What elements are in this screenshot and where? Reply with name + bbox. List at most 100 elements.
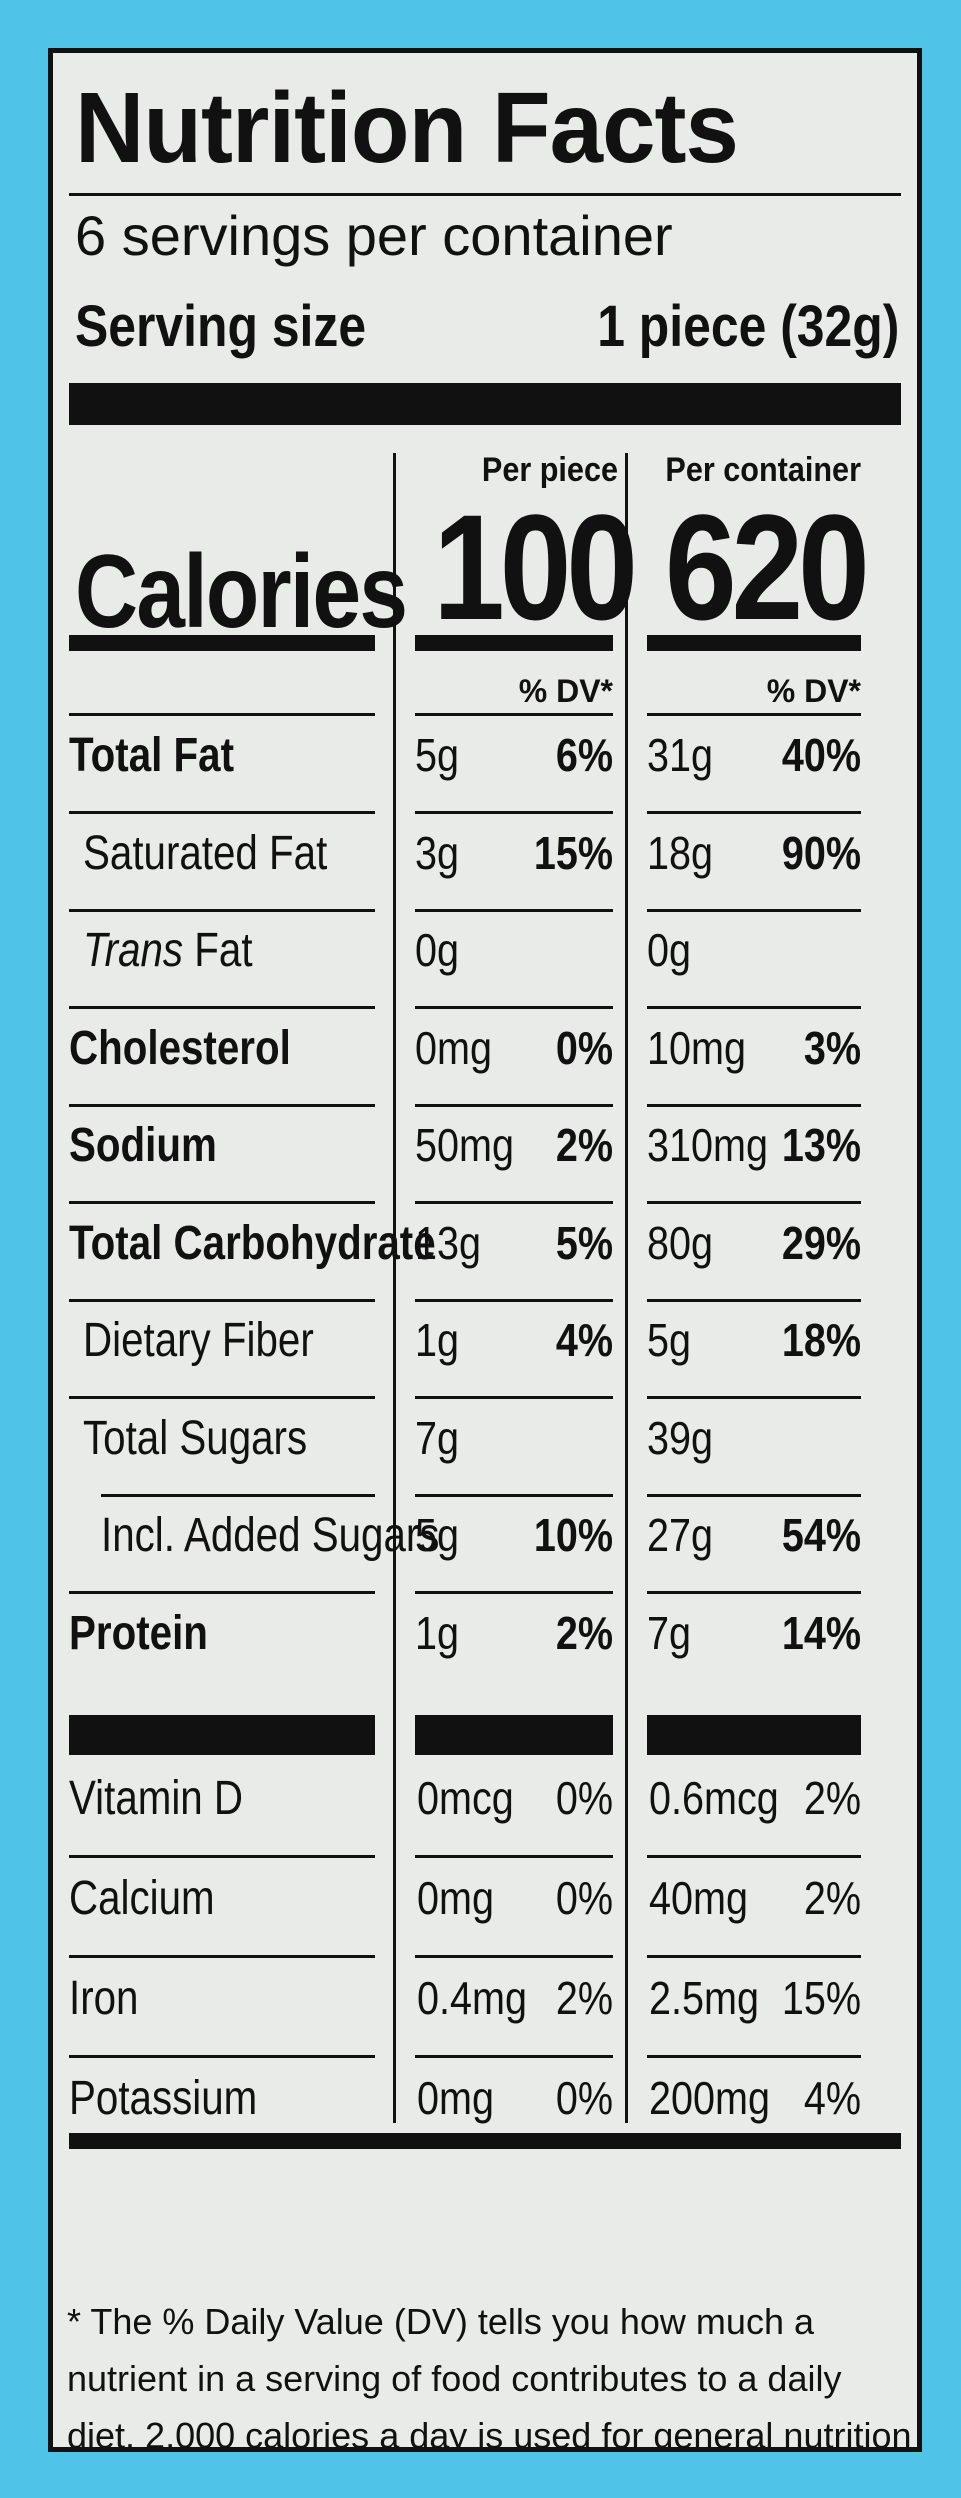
row-divider — [69, 1855, 375, 1858]
row-divider — [647, 1396, 861, 1399]
nutrient-label: Trans Fat — [83, 923, 253, 978]
vitamin-amount-per-piece: 0mcg — [417, 1772, 514, 1824]
vitamin-label: Calcium — [69, 1872, 215, 1925]
vitamin-dv-per-piece: 0% — [555, 1872, 613, 1924]
vitamin-dv-per-container: 4% — [803, 2072, 861, 2124]
dv-per-container: 18% — [781, 1314, 861, 1366]
row-divider — [647, 1201, 861, 1204]
dv-per-piece: 4% — [555, 1314, 613, 1366]
row-divider — [647, 1855, 861, 1858]
row-divider — [415, 1396, 613, 1399]
amount-per-piece: 0mg — [415, 1021, 492, 1074]
row-divider — [69, 1006, 375, 1009]
amount-per-container: 18g — [647, 826, 714, 879]
nutrient-label-rest: Fat — [183, 924, 253, 977]
vitamin-label: Vitamin D — [69, 1772, 244, 1825]
amount-per-container: 0g — [647, 924, 692, 976]
amount-per-piece: 3g — [415, 826, 460, 879]
vitamin-amount-per-piece: 0.4mg — [417, 1972, 527, 2024]
dv-per-container: 90% — [781, 826, 861, 879]
footnote: * The % Daily Value (DV) tells you how m… — [67, 2301, 912, 2452]
vitamin-label: Potassium — [69, 2072, 258, 2125]
nutrient-label-italic: Trans — [83, 924, 184, 977]
vitamin-label: Iron — [69, 1972, 139, 2025]
amount-per-container: 27g — [647, 1509, 714, 1561]
row-divider — [69, 2055, 375, 2058]
dv-per-container: 29% — [781, 1216, 861, 1269]
nutrient-label: Protein — [69, 1606, 208, 1660]
dv-per-piece: 15% — [533, 826, 613, 879]
amount-per-container: 31g — [647, 729, 714, 781]
row-divider — [415, 1298, 613, 1302]
column-separator — [393, 453, 396, 2123]
dv-header-per-container: % DV* — [766, 673, 861, 709]
amount-per-container: 310mg — [647, 1119, 768, 1171]
amount-per-piece: 0g — [415, 924, 460, 976]
row-divider — [69, 1955, 375, 1958]
row-divider — [415, 1855, 613, 1858]
dv-per-container: 54% — [781, 1509, 861, 1561]
row-divider — [647, 1103, 861, 1107]
nutrient-label: Total Fat — [69, 729, 235, 782]
calories-bar — [415, 635, 613, 651]
dv-per-container: 3% — [803, 1021, 861, 1074]
row-divider — [415, 2055, 613, 2058]
nutrient-label: Cholesterol — [69, 1021, 291, 1075]
vitamin-bar — [415, 1715, 613, 1755]
row-divider — [647, 908, 861, 912]
dv-per-piece: 5% — [555, 1216, 613, 1269]
row-divider — [415, 1493, 613, 1497]
dv-per-piece: 0% — [555, 1021, 613, 1074]
amount-per-piece: 5g — [415, 1509, 460, 1561]
divider — [69, 193, 901, 196]
calories-bar — [647, 635, 861, 651]
row-divider — [415, 908, 613, 912]
row-divider — [415, 1201, 613, 1204]
vitamin-amount-per-container: 40mg — [649, 1872, 748, 1924]
nutrient-label: Total Sugars — [83, 1411, 308, 1465]
nutrient-label: Dietary Fiber — [83, 1314, 314, 1367]
vitamin-dv-per-piece: 0% — [555, 1772, 613, 1824]
dv-per-container: 40% — [781, 729, 861, 781]
row-divider — [415, 1103, 613, 1107]
label-title: Nutrition Facts — [75, 72, 739, 184]
amount-per-piece: 5g — [415, 729, 460, 781]
amount-per-piece: 1g — [415, 1314, 460, 1366]
vitamin-bar — [69, 1715, 375, 1755]
thick-divider — [69, 383, 901, 425]
row-divider — [415, 713, 613, 716]
row-divider — [647, 713, 861, 716]
row-divider — [69, 713, 375, 716]
vitamin-amount-per-container: 0.6mcg — [649, 1772, 779, 1824]
amount-per-container: 5g — [647, 1314, 692, 1366]
row-divider — [647, 1591, 861, 1594]
row-divider — [647, 2055, 861, 2058]
row-divider — [69, 1591, 375, 1594]
amount-per-piece: 13g — [415, 1216, 482, 1269]
row-divider — [69, 1103, 375, 1107]
vitamin-amount-per-container: 2.5mg — [649, 1972, 759, 2024]
vitamin-dv-per-container: 2% — [803, 1872, 861, 1924]
bottom-divider — [69, 2133, 901, 2149]
nutrition-facts-panel: Nutrition Facts 6 servings per container… — [48, 48, 922, 2452]
nutrient-label: Total Carbohydrate — [69, 1216, 436, 1270]
vitamin-dv-per-container: 2% — [803, 1772, 861, 1824]
row-divider — [415, 1591, 613, 1594]
vitamin-dv-per-piece: 2% — [555, 1972, 613, 2024]
vitamin-amount-per-piece: 0mg — [417, 2072, 494, 2124]
amount-per-container: 39g — [647, 1411, 714, 1464]
vitamin-dv-per-container: 15% — [781, 1972, 861, 2024]
column-separator — [625, 453, 628, 2123]
row-divider — [647, 1006, 861, 1009]
amount-per-container: 80g — [647, 1216, 714, 1269]
dv-header-per-piece: % DV* — [518, 673, 613, 709]
vitamin-bar — [647, 1715, 861, 1755]
row-divider — [69, 1298, 375, 1302]
nutrient-label: Saturated Fat — [83, 826, 328, 880]
row-divider — [69, 908, 375, 912]
vitamin-dv-per-piece: 0% — [555, 2072, 613, 2124]
serving-size-label: Serving size — [75, 294, 367, 359]
column-header-per-piece: Per piece — [481, 451, 618, 489]
row-divider — [647, 1493, 861, 1497]
row-divider — [415, 811, 613, 814]
